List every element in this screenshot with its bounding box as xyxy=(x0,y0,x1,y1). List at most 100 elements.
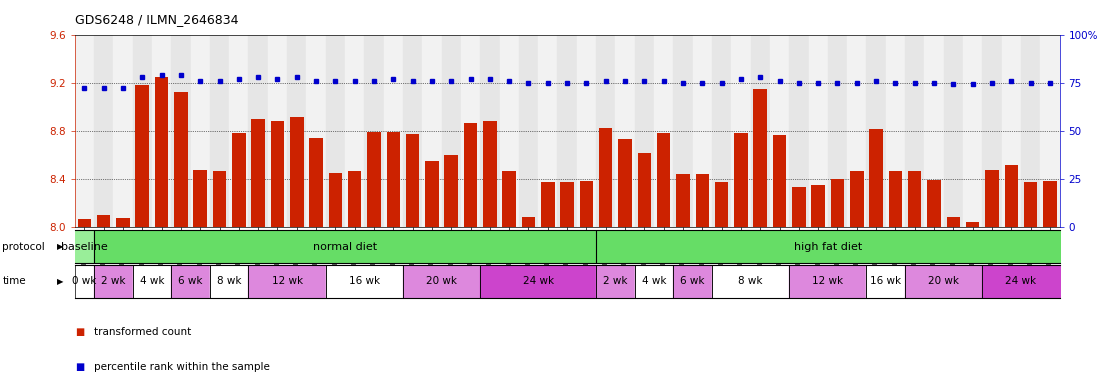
Bar xyxy=(693,35,712,227)
Bar xyxy=(406,134,419,227)
Bar xyxy=(1023,182,1038,227)
Text: ▶: ▶ xyxy=(57,242,64,251)
Bar xyxy=(1021,35,1040,227)
Bar xyxy=(541,182,554,227)
Text: 16 wk: 16 wk xyxy=(349,276,380,286)
Bar xyxy=(618,139,631,227)
Text: transformed count: transformed count xyxy=(94,327,192,337)
Bar xyxy=(229,35,248,227)
Text: 12 wk: 12 wk xyxy=(271,276,303,286)
Bar xyxy=(97,215,111,227)
Bar xyxy=(290,118,303,227)
Text: 24 wk: 24 wk xyxy=(523,276,553,286)
Bar xyxy=(638,153,651,227)
Bar xyxy=(310,138,323,227)
Bar xyxy=(695,174,709,227)
Bar xyxy=(213,171,226,227)
Text: 8 wk: 8 wk xyxy=(217,276,242,286)
Bar xyxy=(503,171,516,227)
Text: baseline: baseline xyxy=(61,242,108,252)
Bar xyxy=(888,171,903,227)
Bar xyxy=(1043,181,1056,227)
Bar xyxy=(985,170,999,227)
Bar xyxy=(792,187,806,227)
Bar xyxy=(983,35,1001,227)
Bar xyxy=(403,35,423,227)
Bar xyxy=(425,161,439,227)
Bar xyxy=(116,218,130,227)
Bar xyxy=(191,35,210,227)
Bar xyxy=(365,35,383,227)
Bar xyxy=(908,171,921,227)
Bar xyxy=(635,35,654,227)
Text: percentile rank within the sample: percentile rank within the sample xyxy=(94,362,270,372)
Bar xyxy=(751,35,770,227)
Bar xyxy=(886,35,905,227)
Bar xyxy=(248,35,268,227)
Bar xyxy=(789,35,808,227)
Bar xyxy=(966,222,979,227)
Bar xyxy=(925,35,943,227)
Bar xyxy=(615,35,635,227)
Bar xyxy=(480,35,500,227)
Text: 20 wk: 20 wk xyxy=(928,276,960,286)
Bar xyxy=(386,132,400,227)
Bar xyxy=(423,35,441,227)
Text: 4 wk: 4 wk xyxy=(139,276,165,286)
Bar xyxy=(445,155,458,227)
Bar xyxy=(367,132,381,227)
Bar xyxy=(519,35,538,227)
Bar xyxy=(171,35,191,227)
Bar xyxy=(210,35,229,227)
Text: 4 wk: 4 wk xyxy=(641,276,666,286)
Bar xyxy=(576,35,596,227)
Bar xyxy=(328,172,343,227)
Bar xyxy=(94,35,113,227)
Text: time: time xyxy=(2,276,26,286)
Text: ■: ■ xyxy=(75,362,83,372)
Bar xyxy=(753,89,768,227)
Bar xyxy=(560,182,574,227)
Bar xyxy=(461,35,480,227)
Bar xyxy=(928,180,941,227)
Text: GDS6248 / ILMN_2646834: GDS6248 / ILMN_2646834 xyxy=(75,13,238,26)
Bar xyxy=(441,35,461,227)
Text: 12 wk: 12 wk xyxy=(813,276,843,286)
Bar xyxy=(483,121,496,227)
Bar xyxy=(268,35,287,227)
Bar xyxy=(538,35,558,227)
Bar xyxy=(232,133,246,227)
Bar xyxy=(850,171,863,227)
Bar xyxy=(113,35,133,227)
Bar xyxy=(345,35,365,227)
Bar xyxy=(943,35,963,227)
Text: 6 wk: 6 wk xyxy=(178,276,203,286)
Bar xyxy=(383,35,403,227)
Bar xyxy=(811,185,825,227)
Bar xyxy=(152,35,171,227)
Bar xyxy=(75,35,94,227)
Bar xyxy=(1001,35,1021,227)
Bar xyxy=(673,35,693,227)
Bar xyxy=(306,35,326,227)
Bar xyxy=(580,181,593,227)
Bar xyxy=(735,133,748,227)
Bar xyxy=(848,35,866,227)
Text: 24 wk: 24 wk xyxy=(1006,276,1037,286)
Bar xyxy=(271,121,284,227)
Bar xyxy=(731,35,751,227)
Bar xyxy=(831,179,844,227)
Text: protocol: protocol xyxy=(2,242,45,252)
Bar xyxy=(870,129,883,227)
Bar xyxy=(770,35,789,227)
Bar xyxy=(828,35,848,227)
Bar xyxy=(133,35,152,227)
Bar xyxy=(78,219,91,227)
Bar xyxy=(135,85,149,227)
Bar xyxy=(905,35,925,227)
Bar xyxy=(500,35,519,227)
Bar xyxy=(963,35,983,227)
Bar xyxy=(175,92,188,227)
Text: 20 wk: 20 wk xyxy=(426,276,457,286)
Bar xyxy=(348,171,361,227)
